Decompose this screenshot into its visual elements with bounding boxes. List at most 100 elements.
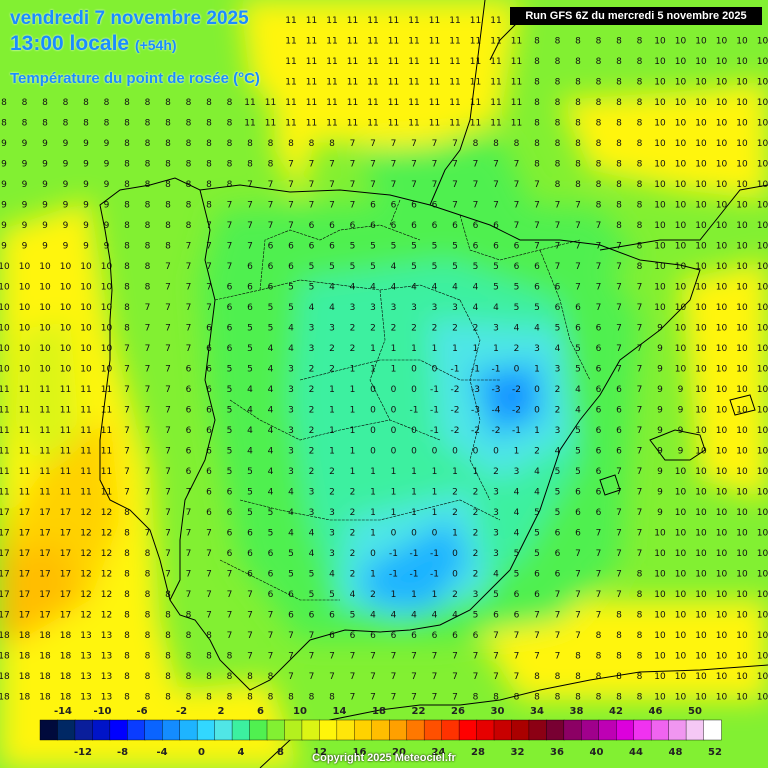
grid-value: 3	[288, 467, 294, 477]
grid-value: -2	[512, 406, 521, 416]
grid-value: 7	[288, 631, 294, 641]
grid-value: 7	[145, 508, 151, 518]
grid-value: 10	[654, 98, 666, 108]
grid-value: 9	[22, 242, 28, 252]
grid-value: 8	[534, 57, 540, 67]
grid-value: 11	[511, 78, 522, 88]
grid-value: 4	[288, 508, 294, 518]
grid-value: 8	[206, 652, 212, 662]
coastline-iberia	[99, 177, 701, 691]
grid-value: 10	[0, 324, 10, 334]
grid-value: 5	[534, 529, 540, 539]
grid-value: 4	[370, 611, 376, 621]
grid-value: 7	[391, 693, 397, 703]
grid-value: 7	[555, 631, 561, 641]
grid-value: 7	[227, 590, 233, 600]
grid-value: 8	[227, 119, 233, 129]
grid-value: 11	[490, 37, 501, 47]
grid-value: 7	[637, 488, 643, 498]
grid-value: 7	[391, 672, 397, 682]
grid-value: 10	[60, 365, 72, 375]
grid-value: 7	[145, 365, 151, 375]
grid-value: 17	[39, 590, 50, 600]
grid-value: 11	[285, 16, 296, 26]
grid-value: 10	[736, 570, 748, 580]
grid-value: 8	[124, 672, 130, 682]
grid-value: 8	[186, 631, 192, 641]
grid-value: 18	[60, 631, 72, 641]
grid-value: 10	[101, 303, 113, 313]
grid-value: 6	[227, 529, 233, 539]
grid-value: 10	[675, 365, 687, 375]
grid-value: 2	[452, 590, 458, 600]
grid-value: 10	[757, 98, 768, 108]
grid-value: 10	[60, 344, 72, 354]
grid-value: 8	[186, 611, 192, 621]
grid-value: 8	[534, 672, 540, 682]
grid-value: 8	[145, 98, 151, 108]
grid-value: 1	[411, 488, 417, 498]
legend-label: 32	[511, 747, 525, 758]
grid-value: 10	[654, 590, 666, 600]
grid-value: 10	[757, 119, 768, 129]
legend-swatch	[74, 719, 94, 741]
grid-value: 9	[678, 447, 684, 457]
grid-value: 7	[350, 652, 356, 662]
grid-value: 6	[227, 303, 233, 313]
grid-value: 5	[247, 467, 253, 477]
forecast-date: vendredi 7 novembre 2025	[10, 8, 249, 29]
grid-value: 6	[534, 590, 540, 600]
grid-value: 17	[19, 590, 30, 600]
grid-value: 8	[124, 262, 130, 272]
grid-value: 6	[575, 508, 581, 518]
grid-value: 2	[309, 385, 315, 395]
grid-value: 10	[716, 488, 728, 498]
grid-value: 1	[452, 529, 458, 539]
grid-value: 1	[350, 385, 356, 395]
grid-value: 6	[350, 221, 356, 231]
grid-value: 7	[206, 303, 212, 313]
grid-value: 11	[80, 447, 91, 457]
grid-value: 8	[534, 139, 540, 149]
grid-value: 2	[329, 365, 335, 375]
grid-value: 11	[367, 119, 378, 129]
grid-value: 6	[391, 631, 397, 641]
grid-value: 11	[101, 447, 112, 457]
grid-value: 1	[370, 467, 376, 477]
grid-value: 1	[534, 426, 540, 436]
grid-value: 2	[493, 467, 499, 477]
grid-value: 10	[736, 693, 748, 703]
legend-label: 10	[293, 706, 307, 717]
legend-swatch	[336, 719, 356, 741]
grid-value: 9	[83, 201, 89, 211]
grid-value: 8	[637, 611, 643, 621]
grid-value: 10	[654, 57, 666, 67]
grid-value: 11	[326, 78, 337, 88]
grid-value: 10	[757, 590, 768, 600]
grid-value: 4	[247, 426, 253, 436]
grid-value: 12	[101, 508, 112, 518]
grid-value: 6	[329, 221, 335, 231]
legend-swatch	[162, 719, 181, 741]
grid-value: 11	[306, 78, 317, 88]
grid-value: 10	[757, 365, 768, 375]
grid-value: 8	[596, 98, 602, 108]
grid-value: 6	[452, 631, 458, 641]
grid-value: 8	[165, 652, 171, 662]
grid-value: 10	[695, 488, 707, 498]
grid-value: 10	[654, 283, 666, 293]
grid-value: 11	[367, 78, 378, 88]
grid-value: 4	[493, 303, 499, 313]
grid-value: 8	[637, 57, 643, 67]
grid-value: 8	[575, 119, 581, 129]
grid-value: 10	[716, 221, 728, 231]
grid-value: 8	[145, 160, 151, 170]
grid-value: 7	[247, 590, 253, 600]
legend-label: 52	[708, 747, 722, 758]
grid-value: 10	[60, 324, 72, 334]
grid-value: -3	[492, 385, 501, 395]
grid-value: 0	[493, 447, 499, 457]
grid-value: 10	[736, 139, 748, 149]
grid-value: 10	[736, 652, 748, 662]
grid-value: 7	[596, 590, 602, 600]
